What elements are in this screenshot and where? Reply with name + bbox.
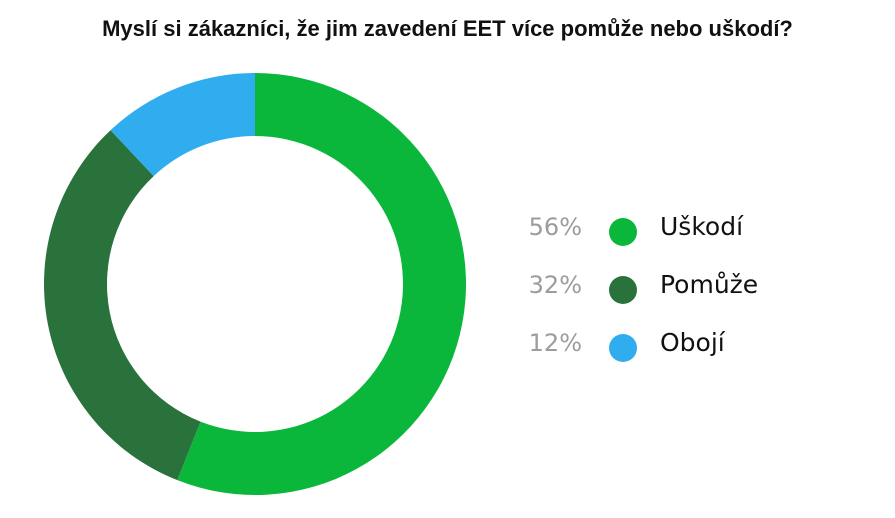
legend: 56% Uškodí 32% Pomůže 12% Obojí	[505, 205, 805, 379]
legend-swatch-pomuze	[609, 276, 637, 304]
legend-label-pomuze: Pomůže	[660, 270, 759, 299]
legend-item-uskodi: 56% Uškodí	[505, 205, 805, 263]
legend-value-oboji: 12%	[528, 329, 582, 357]
donut-slice-uskodi	[177, 73, 467, 495]
legend-value-pomuze: 32%	[528, 271, 582, 299]
legend-swatch-uskodi	[609, 218, 637, 246]
legend-value-uskodi: 56%	[528, 213, 582, 241]
legend-label-oboji: Obojí	[660, 328, 725, 357]
legend-item-oboji: 12% Obojí	[505, 321, 805, 379]
donut-slice-oboji	[110, 73, 255, 177]
chart-title: Myslí si zákazníci, že jim zavedení EET …	[102, 16, 793, 41]
legend-item-pomuze: 32% Pomůže	[505, 263, 805, 321]
legend-label-uskodi: Uškodí	[660, 212, 744, 241]
donut-chart	[43, 73, 467, 495]
legend-swatch-oboji	[609, 334, 637, 362]
donut-slice-pomuze	[43, 130, 201, 481]
